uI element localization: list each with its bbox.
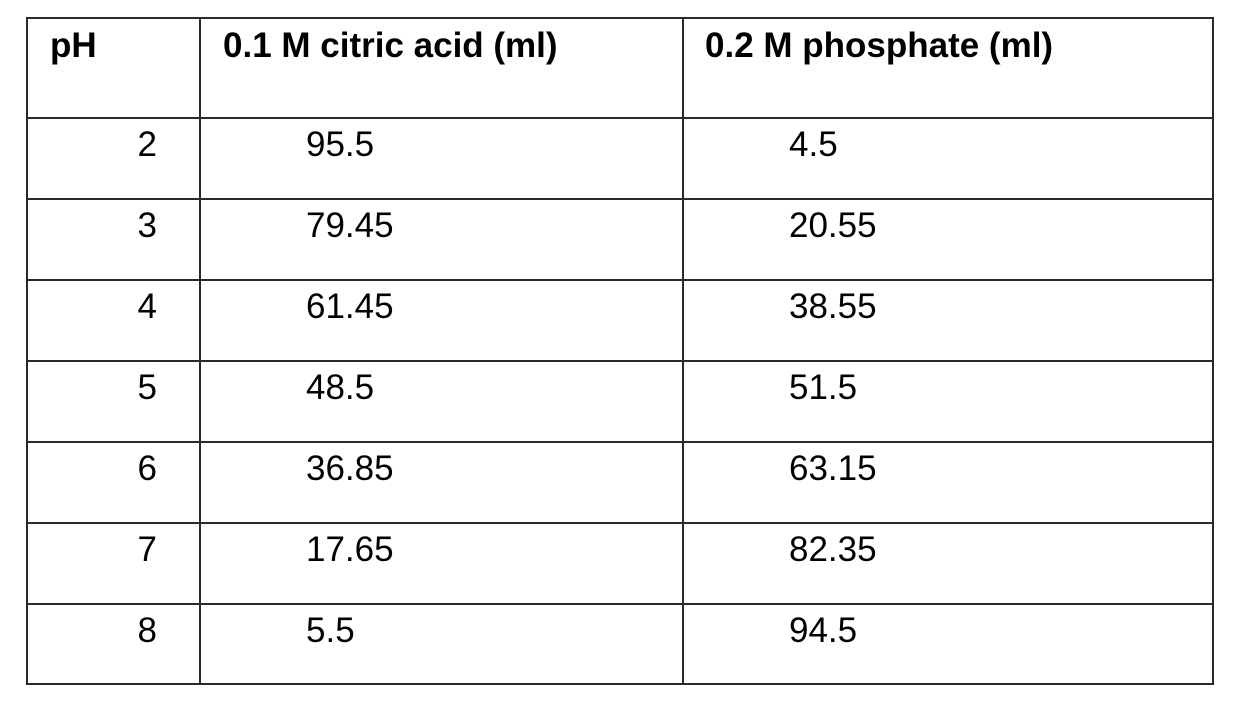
phosphate-cell: 51.5 (682, 360, 1214, 443)
citric-acid-cell: 36.85 (199, 441, 684, 524)
buffer-table: pH 0.1 M citric acid (ml) 0.2 M phosphat… (26, 17, 1214, 685)
phosphate-cell: 20.55 (682, 198, 1214, 281)
header-row: pH 0.1 M citric acid (ml) 0.2 M phosphat… (26, 17, 1214, 119)
table-row: 7 17.65 82.35 (26, 522, 1214, 605)
table-row: 5 48.5 51.5 (26, 360, 1214, 443)
table-row: 3 79.45 20.55 (26, 198, 1214, 281)
table-row: 8 5.5 94.5 (26, 603, 1214, 685)
ph-cell: 2 (26, 117, 201, 200)
ph-cell: 4 (26, 279, 201, 362)
ph-cell: 8 (26, 603, 201, 685)
header-citric-acid: 0.1 M citric acid (ml) (199, 17, 684, 119)
citric-acid-cell: 17.65 (199, 522, 684, 605)
ph-cell: 3 (26, 198, 201, 281)
ph-cell: 7 (26, 522, 201, 605)
phosphate-cell: 4.5 (682, 117, 1214, 200)
ph-cell: 6 (26, 441, 201, 524)
table-row: 2 95.5 4.5 (26, 117, 1214, 200)
phosphate-cell: 82.35 (682, 522, 1214, 605)
phosphate-cell: 63.15 (682, 441, 1214, 524)
phosphate-cell: 94.5 (682, 603, 1214, 685)
citric-acid-cell: 48.5 (199, 360, 684, 443)
table-row: 4 61.45 38.55 (26, 279, 1214, 362)
citric-acid-cell: 61.45 (199, 279, 684, 362)
header-phosphate: 0.2 M phosphate (ml) (682, 17, 1214, 119)
phosphate-cell: 38.55 (682, 279, 1214, 362)
ph-cell: 5 (26, 360, 201, 443)
citric-acid-cell: 5.5 (199, 603, 684, 685)
header-ph: pH (26, 17, 201, 119)
table-row: 6 36.85 63.15 (26, 441, 1214, 524)
citric-acid-cell: 79.45 (199, 198, 684, 281)
citric-acid-cell: 95.5 (199, 117, 684, 200)
